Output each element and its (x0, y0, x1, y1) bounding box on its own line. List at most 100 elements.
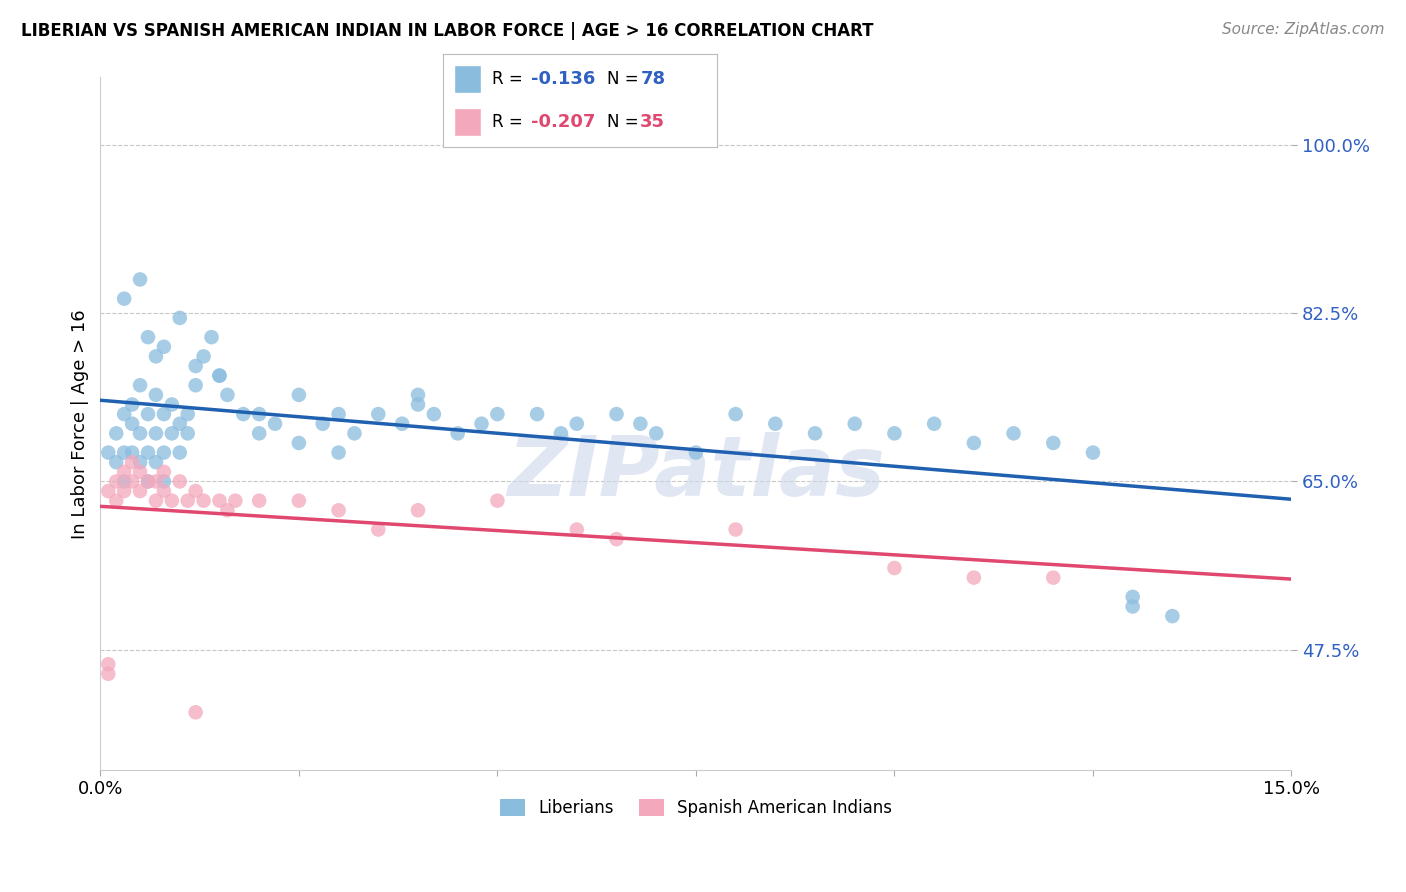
Y-axis label: In Labor Force | Age > 16: In Labor Force | Age > 16 (72, 309, 89, 539)
Point (328, 445, 350, 459)
Point (136, 407, 159, 421)
Point (136, 330, 159, 344)
Point (97, 666, 120, 681)
Point (844, 417, 866, 431)
Point (1002, 426, 1025, 441)
Point (763, 417, 786, 431)
Point (184, 378, 207, 392)
Point (247, 407, 270, 421)
Text: N =: N = (607, 70, 644, 87)
Point (145, 350, 167, 364)
Point (208, 493, 231, 508)
Point (367, 523, 389, 537)
Point (963, 436, 986, 450)
Point (112, 292, 135, 306)
Point (328, 503, 350, 517)
Point (129, 378, 152, 392)
Point (121, 397, 143, 411)
Point (184, 484, 207, 499)
Point (153, 465, 176, 479)
Point (288, 493, 311, 508)
Point (169, 475, 191, 489)
Point (145, 455, 167, 469)
Point (922, 417, 945, 431)
Text: ZIPatlas: ZIPatlas (508, 432, 884, 513)
Point (184, 359, 207, 373)
Point (804, 426, 827, 441)
Point (1042, 436, 1064, 450)
Point (193, 493, 215, 508)
Point (112, 465, 135, 479)
Point (121, 475, 143, 489)
Point (112, 445, 135, 459)
Point (288, 436, 311, 450)
Point (328, 407, 350, 421)
Point (145, 475, 167, 489)
Point (406, 503, 429, 517)
Point (724, 523, 747, 537)
Point (121, 417, 143, 431)
Point (423, 407, 446, 421)
Point (129, 455, 152, 469)
Point (208, 368, 231, 383)
Point (169, 310, 191, 325)
Point (565, 523, 588, 537)
Point (136, 475, 159, 489)
Point (486, 407, 509, 421)
Point (112, 475, 135, 489)
Point (724, 407, 747, 421)
Point (470, 417, 492, 431)
Point (247, 493, 270, 508)
Point (145, 388, 167, 402)
Point (343, 426, 366, 441)
Point (1122, 590, 1144, 604)
Point (217, 503, 239, 517)
Text: LIBERIAN VS SPANISH AMERICAN INDIAN IN LABOR FORCE | AGE > 16 CORRELATION CHART: LIBERIAN VS SPANISH AMERICAN INDIAN IN L… (21, 22, 873, 40)
FancyBboxPatch shape (454, 108, 481, 136)
Point (160, 397, 183, 411)
Point (153, 340, 176, 354)
Point (685, 445, 707, 459)
Point (288, 388, 311, 402)
Point (565, 417, 588, 431)
Point (153, 475, 176, 489)
Point (1042, 571, 1064, 585)
Point (177, 407, 200, 421)
Point (605, 407, 627, 421)
Point (406, 388, 429, 402)
Point (129, 465, 152, 479)
Point (184, 706, 207, 720)
Text: R =: R = (492, 113, 529, 131)
Point (367, 407, 389, 421)
Point (121, 455, 143, 469)
Point (112, 484, 135, 499)
Point (112, 407, 135, 421)
Point (628, 417, 651, 431)
FancyBboxPatch shape (454, 65, 481, 93)
Point (177, 426, 200, 441)
Point (153, 484, 176, 499)
Point (883, 426, 905, 441)
Point (129, 272, 152, 286)
Point (169, 417, 191, 431)
Point (1161, 609, 1184, 624)
Point (160, 493, 183, 508)
Point (264, 417, 287, 431)
Point (177, 493, 200, 508)
Point (224, 493, 246, 508)
Text: N =: N = (607, 113, 644, 131)
Point (486, 493, 509, 508)
Point (153, 445, 176, 459)
Point (145, 493, 167, 508)
Point (105, 475, 128, 489)
Point (1122, 599, 1144, 614)
Text: R =: R = (492, 70, 529, 87)
Point (105, 455, 128, 469)
Point (153, 407, 176, 421)
Point (605, 532, 627, 546)
Point (1081, 445, 1104, 459)
Point (145, 426, 167, 441)
Point (406, 397, 429, 411)
Legend: Liberians, Spanish American Indians: Liberians, Spanish American Indians (494, 792, 898, 824)
Point (169, 445, 191, 459)
